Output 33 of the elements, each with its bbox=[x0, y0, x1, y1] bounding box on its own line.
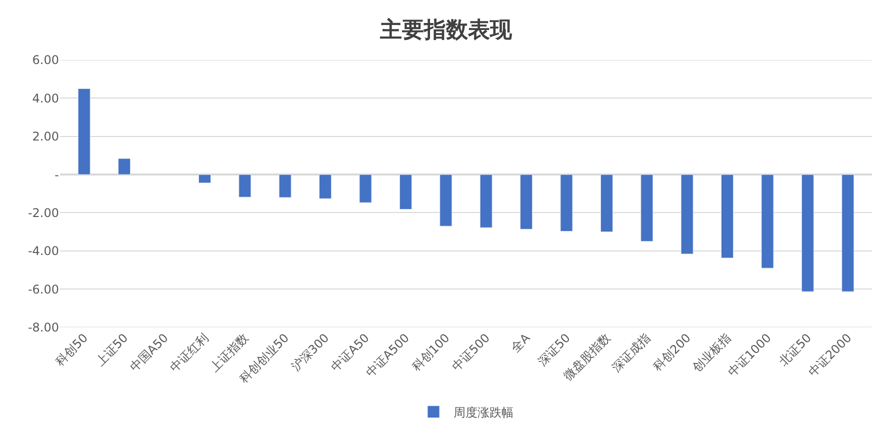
bar bbox=[520, 174, 533, 230]
y-tick-label: -4.00 bbox=[28, 244, 59, 258]
x-tick-label: 深证50 bbox=[535, 330, 573, 368]
bar bbox=[238, 174, 252, 198]
bar bbox=[842, 174, 854, 292]
y-tick-label: 6.00 bbox=[32, 53, 59, 68]
y-tick-label: 4.00 bbox=[32, 91, 59, 106]
x-tick-label: 科创100 bbox=[409, 330, 452, 374]
y-tick-label: - bbox=[54, 168, 59, 182]
x-tick-label: 上证50 bbox=[93, 330, 131, 368]
bar bbox=[640, 174, 654, 242]
y-tick-label: -6.00 bbox=[28, 282, 59, 296]
bar bbox=[198, 174, 211, 184]
bar bbox=[761, 174, 774, 268]
bar bbox=[801, 174, 814, 292]
bar bbox=[319, 174, 332, 199]
chart-title: 主要指数表现 bbox=[379, 17, 513, 44]
bar bbox=[680, 174, 694, 254]
bar bbox=[78, 88, 90, 175]
bar bbox=[359, 174, 372, 203]
x-tick-label: 中证红利 bbox=[167, 330, 212, 375]
bar bbox=[721, 174, 734, 258]
legend-label: 周度涨跌幅 bbox=[454, 405, 514, 420]
bar bbox=[480, 174, 492, 228]
bar bbox=[399, 174, 412, 210]
bar bbox=[278, 174, 292, 198]
bar bbox=[118, 158, 131, 175]
y-tick-label: -2.00 bbox=[28, 206, 59, 220]
x-tick-label: 全A bbox=[508, 330, 534, 355]
y-tick-label: 2.00 bbox=[32, 130, 59, 144]
bar bbox=[560, 174, 573, 232]
bar bbox=[600, 174, 613, 232]
bar bbox=[440, 174, 452, 226]
